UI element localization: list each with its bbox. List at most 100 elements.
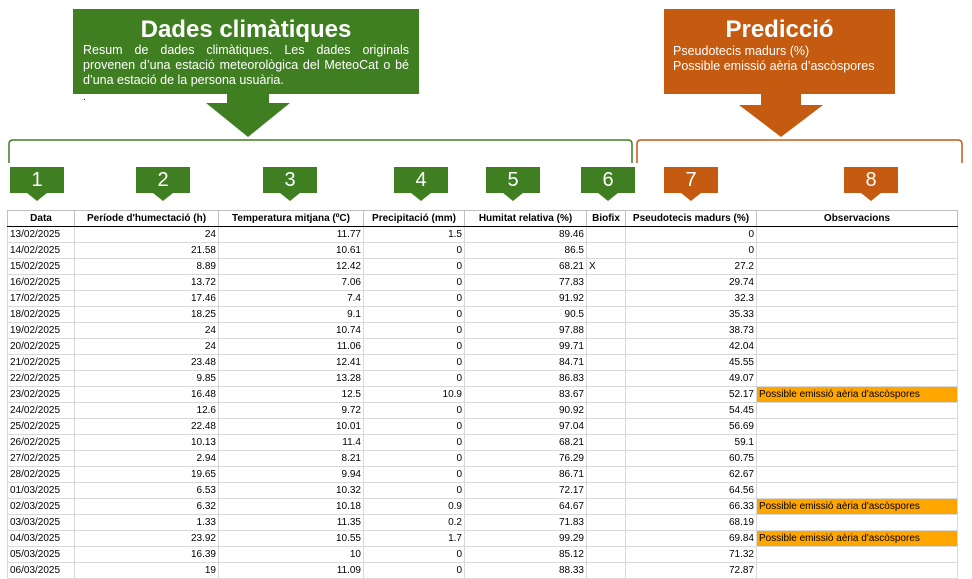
cell-mature-pseudothecia[interactable]: 59.1 <box>625 434 757 451</box>
cell-biofix[interactable] <box>586 562 626 579</box>
header-biofix[interactable]: Biofix <box>586 210 626 227</box>
cell-relative-humidity[interactable]: 89.46 <box>464 226 587 243</box>
cell-precipitation[interactable]: 0 <box>363 418 465 435</box>
cell-wetness-period[interactable]: 8.89 <box>74 258 219 275</box>
cell-mature-pseudothecia[interactable]: 49.07 <box>625 370 757 387</box>
header-wetness-period[interactable]: Període d'humectació (h) <box>74 210 219 227</box>
cell-wetness-period[interactable]: 24 <box>74 322 219 339</box>
cell-mean-temperature[interactable]: 10.55 <box>218 530 364 547</box>
cell-mean-temperature[interactable]: 9.72 <box>218 402 364 419</box>
cell-date[interactable]: 20/02/2025 <box>7 338 75 355</box>
cell-relative-humidity[interactable]: 90.92 <box>464 402 587 419</box>
cell-relative-humidity[interactable]: 85.12 <box>464 546 587 563</box>
cell-biofix[interactable] <box>586 274 626 291</box>
cell-observations[interactable] <box>756 514 958 531</box>
cell-mature-pseudothecia[interactable]: 27.2 <box>625 258 757 275</box>
cell-date[interactable]: 28/02/2025 <box>7 466 75 483</box>
cell-mature-pseudothecia[interactable]: 62.67 <box>625 466 757 483</box>
cell-wetness-period[interactable]: 19.65 <box>74 466 219 483</box>
cell-observations[interactable] <box>756 242 958 259</box>
cell-date[interactable]: 06/03/2025 <box>7 562 75 579</box>
cell-wetness-period[interactable]: 24 <box>74 338 219 355</box>
cell-date[interactable]: 13/02/2025 <box>7 226 75 243</box>
cell-observations[interactable] <box>756 418 958 435</box>
cell-biofix[interactable] <box>586 402 626 419</box>
cell-biofix[interactable] <box>586 546 626 563</box>
cell-precipitation[interactable]: 0 <box>363 290 465 307</box>
cell-mature-pseudothecia[interactable]: 42.04 <box>625 338 757 355</box>
cell-mean-temperature[interactable]: 11.35 <box>218 514 364 531</box>
cell-precipitation[interactable]: 0.2 <box>363 514 465 531</box>
cell-wetness-period[interactable]: 13.72 <box>74 274 219 291</box>
cell-mature-pseudothecia[interactable]: 52.17 <box>625 386 757 403</box>
cell-date[interactable]: 05/03/2025 <box>7 546 75 563</box>
header-precipitation[interactable]: Precipitació (mm) <box>363 210 465 227</box>
cell-biofix[interactable] <box>586 226 626 243</box>
cell-observations[interactable]: Possible emissió aèria d'ascòspores <box>756 530 958 547</box>
cell-date[interactable]: 26/02/2025 <box>7 434 75 451</box>
cell-relative-humidity[interactable]: 71.83 <box>464 514 587 531</box>
cell-biofix[interactable] <box>586 386 626 403</box>
cell-wetness-period[interactable]: 23.48 <box>74 354 219 371</box>
cell-mature-pseudothecia[interactable]: 71.32 <box>625 546 757 563</box>
cell-wetness-period[interactable]: 10.13 <box>74 434 219 451</box>
cell-date[interactable]: 27/02/2025 <box>7 450 75 467</box>
cell-mean-temperature[interactable]: 12.42 <box>218 258 364 275</box>
cell-mean-temperature[interactable]: 11.4 <box>218 434 364 451</box>
cell-biofix[interactable] <box>586 514 626 531</box>
cell-date[interactable]: 23/02/2025 <box>7 386 75 403</box>
cell-date[interactable]: 17/02/2025 <box>7 290 75 307</box>
cell-observations[interactable] <box>756 290 958 307</box>
cell-relative-humidity[interactable]: 64.67 <box>464 498 587 515</box>
cell-relative-humidity[interactable]: 86.71 <box>464 466 587 483</box>
cell-biofix[interactable]: X <box>586 258 626 275</box>
cell-observations[interactable] <box>756 226 958 243</box>
cell-mean-temperature[interactable]: 10.61 <box>218 242 364 259</box>
cell-observations[interactable] <box>756 562 958 579</box>
cell-relative-humidity[interactable]: 97.04 <box>464 418 587 435</box>
cell-mature-pseudothecia[interactable]: 0 <box>625 226 757 243</box>
header-mature-pseudothecia[interactable]: Pseudotecis madurs (%) <box>625 210 757 227</box>
cell-wetness-period[interactable]: 9.85 <box>74 370 219 387</box>
header-observations[interactable]: Observacions <box>756 210 958 227</box>
cell-mature-pseudothecia[interactable]: 29.74 <box>625 274 757 291</box>
cell-mature-pseudothecia[interactable]: 60.75 <box>625 450 757 467</box>
cell-mean-temperature[interactable]: 11.09 <box>218 562 364 579</box>
cell-observations[interactable] <box>756 370 958 387</box>
cell-relative-humidity[interactable]: 84.71 <box>464 354 587 371</box>
cell-wetness-period[interactable]: 23.92 <box>74 530 219 547</box>
cell-wetness-period[interactable]: 6.32 <box>74 498 219 515</box>
cell-mean-temperature[interactable]: 10.01 <box>218 418 364 435</box>
cell-biofix[interactable] <box>586 450 626 467</box>
cell-observations[interactable] <box>756 338 958 355</box>
cell-relative-humidity[interactable]: 99.29 <box>464 530 587 547</box>
cell-precipitation[interactable]: 0 <box>363 354 465 371</box>
cell-mean-temperature[interactable]: 8.21 <box>218 450 364 467</box>
cell-relative-humidity[interactable]: 83.67 <box>464 386 587 403</box>
cell-precipitation[interactable]: 0 <box>363 242 465 259</box>
cell-observations[interactable] <box>756 322 958 339</box>
cell-observations[interactable] <box>756 402 958 419</box>
cell-precipitation[interactable]: 0 <box>363 546 465 563</box>
cell-precipitation[interactable]: 0 <box>363 434 465 451</box>
cell-precipitation[interactable]: 0 <box>363 562 465 579</box>
cell-precipitation[interactable]: 0 <box>363 306 465 323</box>
cell-wetness-period[interactable]: 12.6 <box>74 402 219 419</box>
cell-biofix[interactable] <box>586 354 626 371</box>
cell-relative-humidity[interactable]: 86.5 <box>464 242 587 259</box>
cell-date[interactable]: 02/03/2025 <box>7 498 75 515</box>
cell-precipitation[interactable]: 0.9 <box>363 498 465 515</box>
cell-mature-pseudothecia[interactable]: 54.45 <box>625 402 757 419</box>
cell-relative-humidity[interactable]: 68.21 <box>464 258 587 275</box>
cell-biofix[interactable] <box>586 530 626 547</box>
cell-biofix[interactable] <box>586 482 626 499</box>
cell-precipitation[interactable]: 0 <box>363 370 465 387</box>
cell-mature-pseudothecia[interactable]: 69.84 <box>625 530 757 547</box>
cell-date[interactable]: 14/02/2025 <box>7 242 75 259</box>
cell-mature-pseudothecia[interactable]: 64.56 <box>625 482 757 499</box>
cell-date[interactable]: 24/02/2025 <box>7 402 75 419</box>
cell-wetness-period[interactable]: 17.46 <box>74 290 219 307</box>
cell-wetness-period[interactable]: 24 <box>74 226 219 243</box>
cell-date[interactable]: 19/02/2025 <box>7 322 75 339</box>
cell-mature-pseudothecia[interactable]: 38.73 <box>625 322 757 339</box>
